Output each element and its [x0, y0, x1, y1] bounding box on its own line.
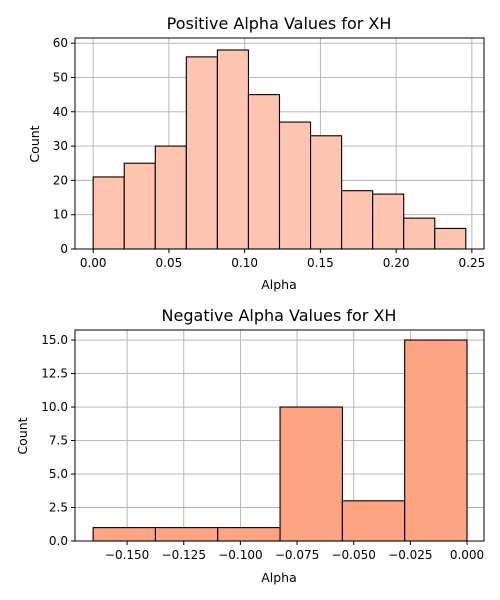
x-tick-label: −0.150 [105, 548, 149, 562]
x-tick-label: −0.050 [331, 548, 375, 562]
x-axis-label: Alpha [261, 277, 297, 292]
histogram-bar [216, 49, 249, 250]
bars [92, 49, 467, 250]
x-tick-label: 0.10 [231, 256, 258, 270]
x-axis-label: Alpha [261, 570, 297, 585]
histogram-bar [92, 527, 156, 542]
histogram-bar [278, 121, 312, 250]
histogram-bar [247, 94, 281, 250]
histogram-bar [123, 162, 156, 250]
histogram-bar [341, 190, 374, 250]
y-tick-label: 15.0 [41, 333, 68, 347]
positive-alpha-histogram: Positive Alpha Values for XH 0.00 0.05 0.1… [27, 14, 485, 292]
histogram-bar [310, 135, 343, 250]
histogram-bar [154, 527, 219, 542]
x-tick-label: 0.15 [307, 256, 334, 270]
histogram-bar [341, 500, 406, 542]
x-tick-label: −0.025 [388, 548, 432, 562]
histogram-bar [185, 56, 218, 250]
y-tick-label: 12.5 [41, 367, 68, 381]
x-tick-label: 0.25 [459, 256, 486, 270]
x-tick-label: 0.00 [80, 256, 107, 270]
histogram-bar [403, 217, 436, 250]
y-tick-label: 10 [53, 208, 68, 222]
x-tick-label: −0.075 [275, 548, 319, 562]
y-tick-label: 60 [53, 36, 68, 50]
histogram-bar [154, 145, 187, 250]
y-tick-label: 0.0 [49, 534, 68, 548]
chart-title: Negative Alpha Values for XH [162, 306, 397, 325]
negative-alpha-histogram: Negative Alpha Values for XH −0.150 −0.12… [15, 306, 485, 585]
y-tick-label: 30 [53, 139, 68, 153]
histogram-bar [92, 176, 125, 250]
x-tick-label: 0.20 [383, 256, 410, 270]
y-tick-label: 0 [60, 242, 68, 256]
x-tick-label: 0.05 [156, 256, 183, 270]
y-tick-label: 20 [53, 173, 68, 187]
y-tick-label: 7.5 [49, 434, 68, 448]
plot-frame [74, 329, 485, 542]
x-tick-label: −0.100 [218, 548, 262, 562]
ticks: −0.150 −0.125 −0.100 −0.075 −0.050 −0.025 0.00… [41, 333, 484, 562]
y-tick-label: 10.0 [41, 400, 68, 414]
plot-frame [74, 37, 485, 250]
histogram-bar [434, 227, 467, 250]
histogram-bar [404, 339, 468, 542]
histogram-bar [217, 527, 281, 542]
ticks: 0.00 0.05 0.10 0.15 0.20 0.25 0 10 20 30 40 50 60 [53, 36, 486, 270]
histogram-bar [279, 406, 343, 542]
x-tick-label: −0.125 [162, 548, 206, 562]
y-axis-label: Count [15, 417, 30, 454]
x-tick-label: 0.000 [450, 548, 484, 562]
chart-title: Positive Alpha Values for XH [167, 14, 392, 33]
y-tick-label: 5.0 [49, 467, 68, 481]
histogram-bar [372, 193, 405, 250]
y-tick-label: 2.5 [49, 501, 68, 515]
y-axis-label: Count [27, 125, 42, 162]
y-tick-label: 50 [53, 70, 68, 84]
y-tick-label: 40 [53, 105, 68, 119]
